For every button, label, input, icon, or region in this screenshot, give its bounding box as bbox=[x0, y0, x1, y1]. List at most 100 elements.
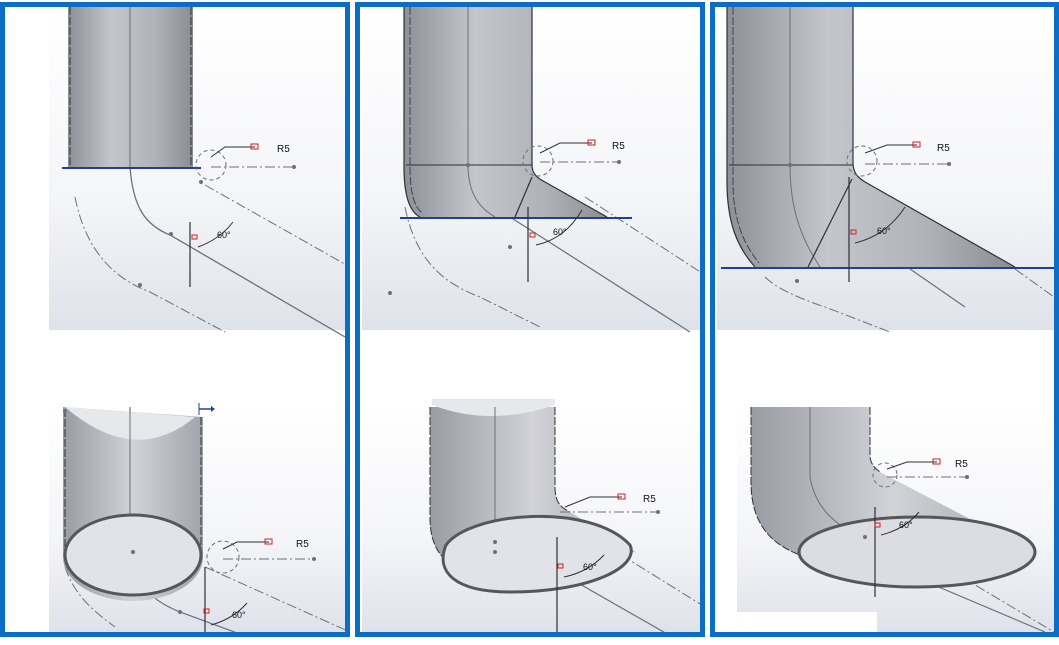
pipe-edge bbox=[554, 407, 571, 513]
sketch-point bbox=[947, 162, 951, 166]
sketch-point bbox=[466, 163, 470, 167]
elbow-body bbox=[751, 407, 1033, 555]
path-centerline bbox=[509, 216, 691, 333]
angle-label: 60° bbox=[217, 230, 231, 240]
radius-callout-icon bbox=[250, 143, 259, 150]
sketch-point bbox=[863, 535, 867, 539]
pipe-inner-wall bbox=[432, 399, 555, 416]
panel-1: R5 60° bbox=[0, 2, 350, 637]
construction-line bbox=[204, 184, 345, 265]
radius-label: R5 bbox=[296, 539, 309, 550]
radius-leader bbox=[222, 541, 269, 550]
radius-label: R5 bbox=[955, 459, 968, 470]
sketch-point bbox=[656, 510, 660, 514]
pipe-edge bbox=[409, 7, 423, 214]
pipe-end-ellipse bbox=[63, 513, 203, 597]
pipe-edge bbox=[869, 407, 881, 473]
panel-2-bottom-view: R5 60° bbox=[362, 399, 700, 632]
segment-split-line bbox=[514, 176, 533, 218]
pipe-end-ellipse bbox=[797, 515, 1037, 589]
pipe-end-ellipse bbox=[441, 514, 633, 594]
angle-label: 60° bbox=[553, 227, 567, 237]
panel-3-top-view: R5 60° bbox=[717, 7, 1054, 333]
pipe-centerline bbox=[467, 164, 496, 218]
pipe-edge bbox=[403, 7, 421, 218]
viewport-gap bbox=[737, 612, 877, 632]
panel-2-drawing: R5 60° R5 bbox=[362, 7, 700, 632]
panel-3-bottom-view: R5 60° bbox=[737, 403, 1054, 632]
angle-label: 60° bbox=[232, 610, 246, 620]
sketch-point bbox=[199, 180, 203, 184]
panel-1-bottom-view: R5 60° bbox=[49, 403, 345, 632]
sketch-point bbox=[169, 232, 173, 236]
sketch-point bbox=[388, 291, 392, 295]
sketch-point bbox=[795, 279, 799, 283]
radius-callout-icon bbox=[932, 458, 941, 465]
relation-marker-icon bbox=[191, 234, 198, 240]
angle-arc bbox=[880, 511, 920, 536]
sketch-point bbox=[292, 165, 296, 169]
construction-line bbox=[584, 196, 700, 273]
fillet-circle bbox=[846, 145, 878, 177]
sketch-point bbox=[493, 550, 497, 554]
fillet-circle bbox=[872, 462, 898, 488]
sketch-point bbox=[788, 163, 792, 167]
angle-arc bbox=[854, 206, 906, 244]
radius-leader bbox=[864, 144, 917, 154]
angle-label: 60° bbox=[899, 520, 913, 530]
angle-label: 60° bbox=[583, 562, 597, 572]
pipe-edge bbox=[750, 407, 801, 556]
sketch-point bbox=[493, 540, 497, 544]
construction-line bbox=[404, 206, 541, 328]
radius-label: R5 bbox=[937, 143, 950, 154]
radius-callout-icon bbox=[587, 139, 596, 146]
construction-line bbox=[1014, 268, 1054, 298]
construction-line bbox=[764, 276, 891, 333]
sketch-point bbox=[312, 557, 316, 561]
radius-leader bbox=[564, 496, 622, 508]
radius-leader bbox=[210, 146, 255, 158]
panel-2: R5 60° R5 bbox=[355, 2, 705, 637]
sketch-point bbox=[131, 550, 135, 554]
fillet-circle bbox=[195, 149, 227, 181]
construction-line bbox=[64, 566, 116, 628]
fillet-circle bbox=[206, 540, 240, 574]
pipe-edge bbox=[726, 7, 756, 268]
panel-3: R5 60° R5 bbox=[710, 2, 1059, 637]
pipe-edge bbox=[732, 7, 760, 264]
triad-arrow-icon bbox=[198, 403, 215, 415]
radius-callout-icon bbox=[264, 538, 273, 545]
panel-1-top-view: R5 60° bbox=[49, 7, 345, 338]
pipe-centerline bbox=[789, 164, 821, 268]
radius-leader bbox=[539, 142, 592, 154]
path-centerline bbox=[909, 268, 966, 308]
sketch-point bbox=[138, 283, 142, 287]
angle-arc bbox=[535, 209, 583, 246]
radius-callout-icon bbox=[912, 141, 921, 148]
radius-label: R5 bbox=[612, 141, 625, 152]
radius-leader bbox=[886, 461, 937, 470]
sketch-point bbox=[617, 160, 621, 164]
angle-label: 60° bbox=[877, 226, 891, 236]
angle-arc bbox=[197, 221, 234, 248]
radius-label: R5 bbox=[643, 494, 656, 505]
radius-label: R5 bbox=[277, 144, 290, 155]
relation-marker-icon bbox=[529, 232, 536, 238]
elbow-body bbox=[727, 7, 1015, 267]
construction-line bbox=[204, 566, 345, 631]
radius-callout-icon bbox=[617, 493, 626, 500]
relation-marker-icon bbox=[850, 229, 857, 235]
segment-split-line bbox=[807, 178, 853, 268]
sketch-point bbox=[965, 475, 969, 479]
panel-1-drawing: R5 60° bbox=[49, 7, 345, 632]
fillet-circle bbox=[522, 145, 554, 177]
sketch-point bbox=[63, 409, 67, 413]
sketch-point bbox=[508, 245, 512, 249]
angle-arc bbox=[210, 602, 248, 626]
pipe-edge bbox=[852, 7, 1016, 268]
relation-marker-icon bbox=[874, 522, 881, 528]
path-centerline bbox=[129, 166, 345, 338]
construction-line bbox=[559, 516, 700, 605]
relation-marker-icon bbox=[203, 608, 210, 614]
panel-3-drawing: R5 60° R5 bbox=[717, 7, 1054, 632]
